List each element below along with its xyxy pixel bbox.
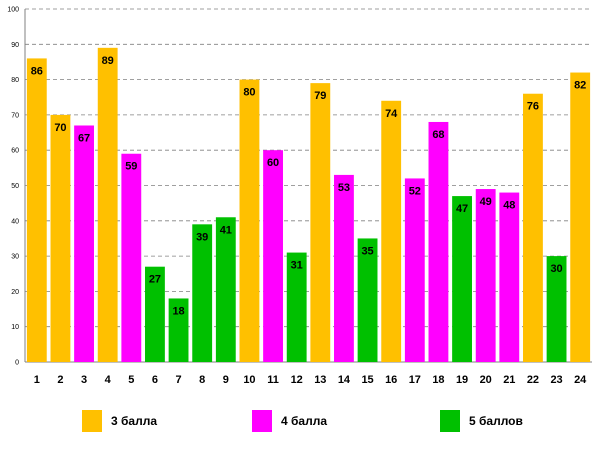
- x-tick-label: 9: [223, 374, 229, 386]
- bar: [404, 178, 425, 362]
- data-label: 80: [243, 87, 255, 99]
- x-tick-label: 21: [503, 374, 515, 386]
- x-tick-label: 20: [480, 374, 492, 386]
- data-label: 35: [361, 245, 373, 257]
- data-label: 68: [432, 129, 444, 141]
- x-tick-label: 16: [385, 374, 397, 386]
- bar: [310, 83, 331, 362]
- x-tick-label: 12: [291, 374, 303, 386]
- bar: [192, 224, 213, 362]
- bar: [74, 125, 94, 363]
- data-label: 76: [527, 101, 539, 113]
- gridlines: [25, 8, 592, 328]
- y-tick-label: 100: [7, 7, 19, 14]
- x-tick-label: 23: [550, 374, 562, 386]
- bars: [26, 47, 591, 363]
- bar: [168, 298, 189, 362]
- data-label: 70: [54, 122, 66, 134]
- data-label: 52: [409, 185, 421, 197]
- bar: [263, 150, 283, 362]
- bar: [121, 153, 142, 362]
- legend-swatch: [82, 410, 102, 432]
- x-tick-label: 14: [338, 374, 351, 386]
- data-label: 53: [338, 182, 350, 194]
- x-tick-label: 13: [314, 374, 326, 386]
- x-tick-label: 11: [267, 374, 279, 386]
- x-tick-label: 19: [456, 374, 468, 386]
- bar: [215, 217, 236, 362]
- y-tick-label: 50: [11, 183, 19, 190]
- y-tick-label: 40: [11, 218, 19, 225]
- bar: [452, 196, 472, 362]
- x-tick-label: 5: [128, 374, 134, 386]
- bar: [26, 58, 47, 363]
- bar: [145, 266, 165, 362]
- x-tick-label: 4: [105, 374, 112, 386]
- x-tick-label: 3: [81, 374, 87, 386]
- bar: [546, 256, 567, 362]
- y-tick-label: 80: [11, 77, 19, 84]
- bar: [239, 79, 260, 362]
- bar: [334, 174, 354, 362]
- legend-label: 4 балла: [281, 414, 327, 428]
- x-tick-label: 15: [361, 374, 373, 386]
- data-label: 47: [456, 203, 468, 215]
- x-tick-label: 7: [176, 374, 182, 386]
- x-tick-label: 8: [199, 374, 205, 386]
- bar: [570, 72, 591, 362]
- legend-swatch: [440, 410, 460, 432]
- bar: [428, 121, 449, 363]
- x-tick-label: 17: [409, 374, 421, 386]
- bar: [381, 100, 402, 362]
- x-tick-label: 2: [57, 374, 63, 386]
- data-label: 39: [196, 231, 208, 243]
- bar: [97, 47, 118, 363]
- data-label: 59: [125, 161, 137, 173]
- legend-swatch: [252, 410, 272, 432]
- data-label: 31: [291, 260, 303, 272]
- y-tick-label: 60: [11, 148, 19, 155]
- bar: [499, 192, 520, 362]
- x-tick-label: 1: [34, 374, 40, 386]
- y-tick-label: 20: [11, 289, 19, 296]
- bar: [50, 114, 71, 363]
- y-tick-label: 70: [11, 112, 19, 119]
- bar: [357, 238, 378, 362]
- data-label: 18: [172, 305, 184, 317]
- legend-label: 3 балла: [111, 414, 157, 428]
- data-labels: 86 70 67 89 59 27 18 39 41 80 60 31 79 53 35 74 52 68 47 49…: [31, 55, 587, 318]
- data-label: 30: [550, 263, 562, 275]
- x-tick-label: 6: [152, 374, 158, 386]
- data-label: 67: [78, 132, 90, 144]
- x-tick-label: 24: [574, 374, 587, 386]
- x-tick-label: 22: [527, 374, 539, 386]
- y-tick-label: 0: [15, 360, 19, 367]
- bar: [523, 93, 543, 362]
- data-label: 41: [220, 224, 232, 236]
- data-label: 48: [503, 200, 515, 212]
- data-label: 49: [480, 196, 492, 208]
- bar: [475, 189, 496, 362]
- data-label: 79: [314, 90, 326, 102]
- y-tick-label: 10: [11, 324, 19, 331]
- data-label: 86: [31, 65, 43, 77]
- x-tick-label: 10: [243, 374, 255, 386]
- x-tick-label: 18: [432, 374, 444, 386]
- data-label: 60: [267, 157, 279, 169]
- legend: 3 балла 4 балла 5 баллов: [82, 410, 523, 432]
- data-label: 74: [385, 108, 398, 120]
- y-tick-label: 90: [11, 42, 19, 49]
- data-label: 89: [102, 55, 114, 67]
- data-label: 27: [149, 274, 161, 286]
- y-tick-label: 30: [11, 254, 19, 261]
- data-label: 82: [574, 80, 586, 92]
- bar: [286, 252, 307, 362]
- legend-label: 5 баллов: [469, 414, 523, 428]
